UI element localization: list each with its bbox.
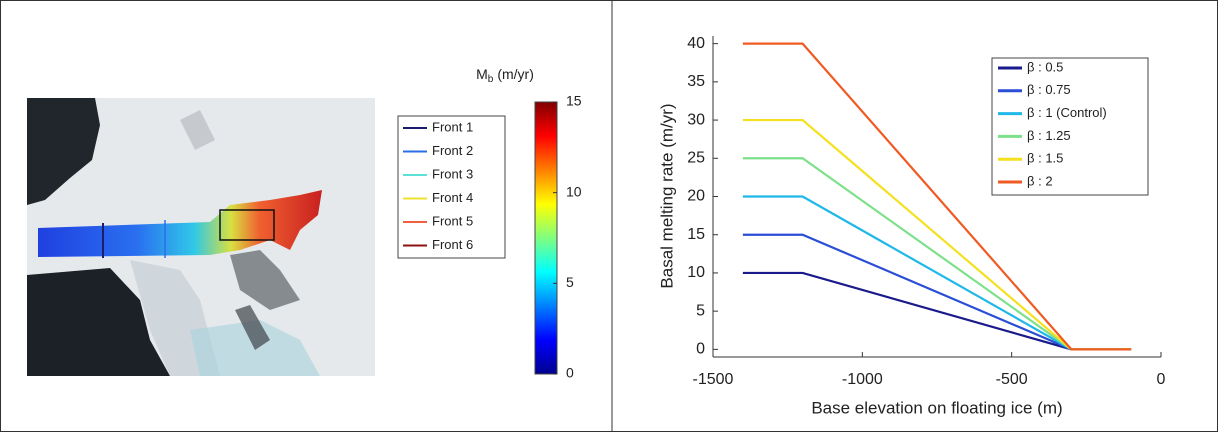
x-axis-label: Base elevation on floating ice (m) — [811, 398, 1062, 417]
colorbar-unit: (m/yr) — [497, 66, 534, 82]
colorbar — [534, 101, 558, 375]
legend-label: β : 0.75 — [1027, 82, 1071, 97]
chart-legend-box — [991, 57, 1149, 196]
data-line — [742, 42, 1132, 351]
y-tick-label: 10 — [687, 264, 705, 281]
legend-label: Front 4 — [432, 190, 473, 205]
y-tick-label: 15 — [687, 226, 705, 243]
legend-label: β : 1 (Control) — [1027, 105, 1107, 120]
x-tick-label: -1500 — [693, 371, 734, 388]
y-tick-label: 5 — [696, 302, 705, 319]
legend-label: Front 2 — [432, 143, 473, 158]
data-line — [742, 271, 1132, 351]
colorbar-symbol: M — [476, 66, 488, 82]
y-axis-label: Basal melting rate (m/yr) — [657, 103, 676, 288]
legend-label: β : 1.5 — [1027, 151, 1063, 166]
colorbar-label: Mb (m/yr) — [476, 66, 534, 85]
colorbar-tick-label: 0 — [566, 365, 574, 381]
y-tick-label: 25 — [687, 150, 705, 167]
colorbar-subscript: b — [488, 74, 494, 85]
y-tick-label: 20 — [687, 188, 705, 205]
legend-label: β : 1.25 — [1027, 128, 1071, 143]
y-tick-label: 40 — [687, 35, 705, 52]
legend-label: β : 2 — [1027, 173, 1053, 188]
x-tick-label: -1000 — [842, 371, 883, 388]
colorbar-tick-label: 5 — [566, 274, 574, 290]
map-legend-box — [397, 115, 506, 259]
legend-label: Front 6 — [432, 237, 473, 252]
legend-label: Front 1 — [432, 119, 473, 134]
y-tick-label: 30 — [687, 111, 705, 128]
y-tick-label: 35 — [687, 73, 705, 90]
x-tick-label: -500 — [996, 371, 1028, 388]
data-line — [742, 233, 1132, 351]
y-tick-label: 0 — [696, 341, 705, 358]
satellite-map — [27, 98, 375, 376]
legend-label: Front 5 — [432, 213, 473, 228]
legend-label: β : 0.5 — [1027, 59, 1063, 74]
colorbar-tick-label: 10 — [566, 183, 582, 199]
colorbar-tick-label: 15 — [566, 93, 582, 109]
legend-label: Front 3 — [432, 166, 473, 181]
x-tick-label: 0 — [1157, 371, 1166, 388]
